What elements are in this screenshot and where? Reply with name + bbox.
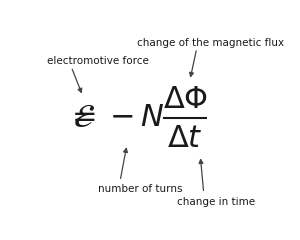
Text: change in time: change in time: [177, 197, 255, 207]
Text: change of the magnetic flux: change of the magnetic flux: [137, 38, 285, 48]
Text: number of turns: number of turns: [98, 184, 182, 194]
Text: $\Delta t$: $\Delta t$: [167, 123, 203, 154]
Text: $\mathcal{E}$: $\mathcal{E}$: [73, 101, 95, 134]
Text: electromotive force: electromotive force: [47, 56, 149, 66]
Text: $\Delta\Phi$: $\Delta\Phi$: [163, 84, 208, 115]
Text: $= -N$: $= -N$: [66, 102, 165, 133]
